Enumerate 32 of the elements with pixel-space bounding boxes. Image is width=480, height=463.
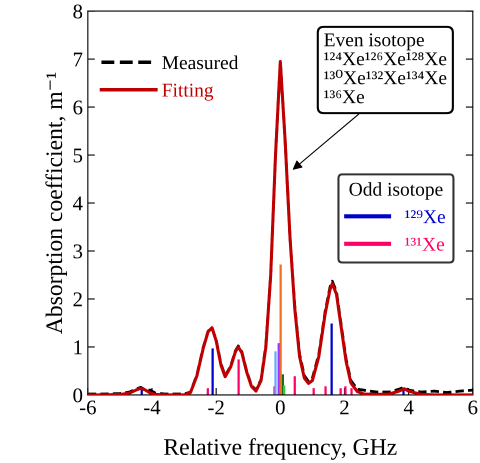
legend-label: ¹³¹Xe	[405, 238, 444, 251]
x-tick-label: 4	[404, 400, 414, 414]
x-tick-label: 0	[276, 400, 285, 414]
y-tick-label: 2	[73, 292, 82, 306]
x-tick-label: -4	[144, 400, 160, 414]
legend-label: Measured	[162, 56, 238, 70]
y-tick-label: 1	[74, 340, 82, 354]
y-tick-label: 4	[72, 196, 83, 210]
y-axis-title: Absorption coefficient, m⁻¹	[45, 72, 68, 334]
legend-label: ¹²⁹Xe	[405, 210, 445, 224]
bar	[312, 388, 315, 395]
bar	[206, 388, 209, 395]
y-tick-label: 6	[73, 100, 82, 114]
bar	[294, 376, 296, 395]
bar	[283, 385, 286, 395]
x-tick-label: -6	[80, 400, 96, 414]
legend-label: Fitting	[162, 84, 214, 101]
x-tick-label: 2	[340, 400, 349, 414]
x-tick-label: -2	[208, 400, 224, 414]
bar	[280, 264, 282, 395]
y-tick-label: 5	[74, 148, 82, 162]
y-tick-label: 8	[73, 4, 82, 19]
bar	[340, 388, 342, 395]
x-axis-title: Relative frequency, GHz	[164, 438, 397, 460]
bar	[330, 323, 333, 395]
bar	[212, 348, 214, 395]
y-tick-label: 3	[74, 244, 82, 258]
y-tick-label: 7	[74, 52, 82, 66]
x-tick-label: 6	[468, 400, 478, 414]
annotation: Even isotope ¹²⁴Xe¹²⁶Xe¹²⁸Xe ¹³⁰Xe¹³²Xe¹³⁴Xe ¹³⁶Xe	[324, 33, 446, 104]
legend-title: Odd isotope	[349, 182, 443, 200]
y-tick-label: 0	[73, 388, 82, 402]
